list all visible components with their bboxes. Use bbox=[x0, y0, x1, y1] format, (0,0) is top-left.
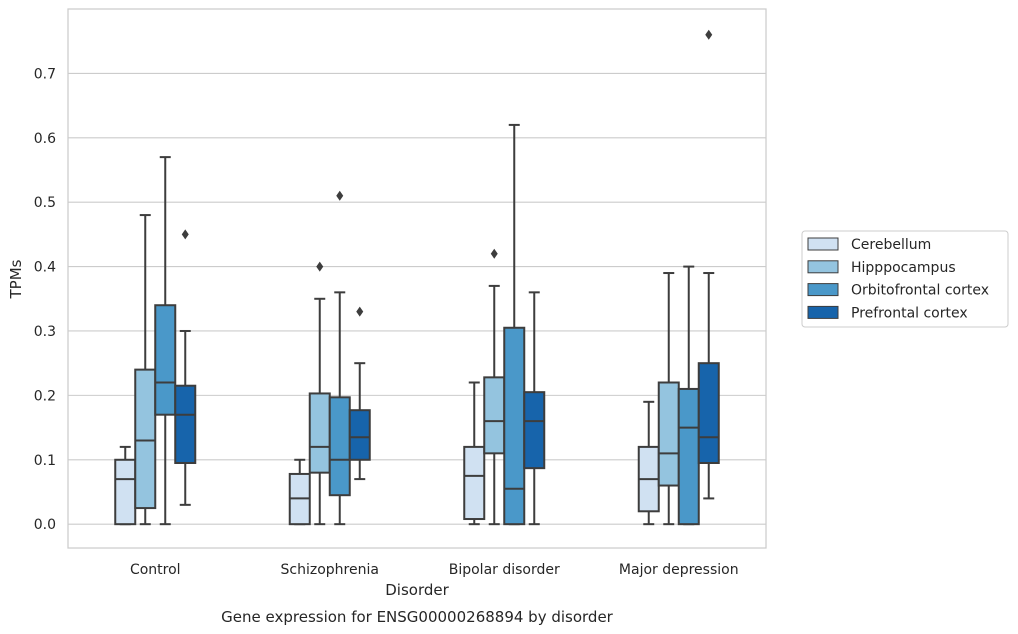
box-orbitofrontal-cortex bbox=[154, 156, 177, 526]
y-axis-ticks: 0.0 0.1 0.2 0.3 0.4 0.5 0.6 0.7 bbox=[34, 66, 56, 533]
y-axis-label: TPMs bbox=[7, 259, 25, 299]
outlier-point bbox=[356, 306, 364, 317]
box-orbitofrontal-cortex bbox=[677, 265, 700, 526]
box-cerebellum bbox=[114, 445, 137, 526]
legend-entry-label: Hipppocampus bbox=[851, 260, 956, 276]
figure-caption: Gene expression for ENSG00000268894 by d… bbox=[221, 608, 614, 626]
box-prefrontal-cortex bbox=[174, 229, 197, 506]
outlier-point bbox=[490, 248, 498, 259]
outlier-point bbox=[316, 261, 324, 272]
y-tick-label: 0.6 bbox=[34, 131, 56, 147]
y-tick-label: 0.0 bbox=[34, 517, 56, 533]
box-iqr bbox=[134, 368, 157, 510]
box-iqr bbox=[114, 458, 137, 526]
legend-swatch bbox=[807, 237, 839, 251]
box-iqr bbox=[697, 362, 720, 464]
x-axis-ticks: Control Schizophrenia Bipolar disorder Majo… bbox=[130, 562, 739, 578]
box-hipppocampus bbox=[308, 261, 331, 526]
x-tick-label: Bipolar disorder bbox=[449, 562, 560, 578]
box-cerebellum bbox=[463, 381, 486, 526]
y-tick-label: 0.2 bbox=[34, 388, 56, 404]
x-tick-label: Control bbox=[130, 562, 181, 578]
legend-entry-label: Orbitofrontal cortex bbox=[851, 283, 989, 299]
box-iqr bbox=[657, 381, 680, 487]
box-iqr bbox=[503, 326, 526, 526]
y-tick-label: 0.1 bbox=[34, 453, 56, 469]
box-orbitofrontal-cortex bbox=[503, 123, 526, 526]
legend-swatch bbox=[807, 305, 839, 319]
box-iqr bbox=[463, 445, 486, 521]
y-tick-label: 0.7 bbox=[34, 66, 56, 82]
legend-entry-label: Cerebellum bbox=[851, 237, 931, 253]
y-tick-label: 0.5 bbox=[34, 195, 56, 211]
box-iqr bbox=[677, 387, 700, 526]
box-iqr bbox=[348, 409, 371, 461]
box-iqr bbox=[154, 304, 177, 416]
x-tick-label: Schizophrenia bbox=[281, 562, 379, 578]
box-iqr bbox=[174, 384, 197, 464]
box-iqr bbox=[523, 391, 546, 470]
legend-swatch bbox=[807, 260, 839, 274]
box-iqr bbox=[328, 396, 351, 497]
legend-swatch bbox=[807, 283, 839, 297]
legend-entry-label: Prefrontal cortex bbox=[851, 305, 968, 321]
x-tick-label: Major depression bbox=[619, 562, 739, 578]
box-cerebellum bbox=[288, 458, 311, 526]
box-cerebellum bbox=[637, 400, 660, 526]
box-hipppocampus bbox=[134, 214, 157, 526]
box-prefrontal-cortex bbox=[523, 291, 546, 526]
outlier-point bbox=[705, 29, 713, 40]
legend-frame bbox=[801, 230, 1009, 328]
box-hipppocampus bbox=[483, 248, 506, 526]
x-axis-label: Disorder bbox=[385, 581, 449, 599]
box-prefrontal-cortex bbox=[697, 29, 720, 500]
y-tick-label: 0.3 bbox=[34, 324, 56, 340]
box-series bbox=[114, 29, 720, 526]
legend: Cerebellum Hipppocampus Orbitofrontal cort… bbox=[801, 230, 1009, 328]
box-hipppocampus bbox=[657, 272, 680, 526]
box-prefrontal-cortex bbox=[348, 306, 371, 481]
plot-area-frame bbox=[67, 8, 767, 549]
outlier-point bbox=[181, 229, 189, 240]
box-orbitofrontal-cortex bbox=[328, 190, 351, 526]
box-iqr bbox=[483, 376, 506, 455]
y-tick-label: 0.4 bbox=[34, 260, 56, 276]
outlier-point bbox=[336, 190, 344, 201]
box-iqr bbox=[308, 392, 331, 474]
